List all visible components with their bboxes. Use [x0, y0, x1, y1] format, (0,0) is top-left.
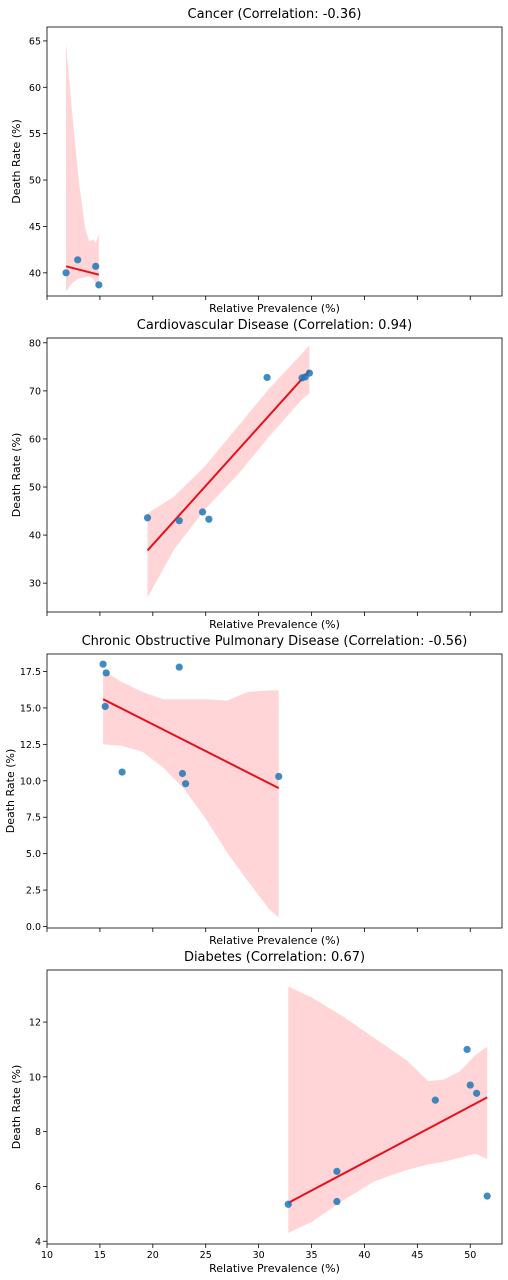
- regression-line: [146, 370, 311, 552]
- y-tick-label: 40: [29, 268, 41, 279]
- plot-frame: [46, 653, 503, 929]
- y-tick-label: 40: [29, 531, 41, 542]
- data-point: [275, 772, 283, 781]
- data-point: [198, 508, 207, 516]
- y-axis-label: Death Rate (%): [4, 749, 17, 834]
- y-tick-label: 80: [29, 338, 41, 349]
- y-tick-label: 45: [29, 222, 41, 233]
- y-tick-label: 7.5: [26, 813, 41, 824]
- confidence-band: [288, 986, 488, 1233]
- y-tick-label: 8: [35, 1127, 41, 1138]
- y-tick-label: 6: [35, 1182, 41, 1193]
- x-axis-label: Relative Prevalence (%): [209, 934, 340, 947]
- data-point: [466, 1081, 474, 1089]
- data-point: [333, 1197, 341, 1206]
- y-tick-label: 5.0: [26, 849, 41, 860]
- y-tick-label: 55: [29, 129, 41, 140]
- data-point: [473, 1089, 481, 1097]
- regression-line: [287, 1096, 488, 1204]
- y-tick-label: 12: [29, 1018, 41, 1029]
- data-point: [118, 768, 126, 776]
- data-point: [284, 1200, 292, 1208]
- data-point: [175, 517, 183, 525]
- y-tick-label: 10: [29, 1072, 41, 1083]
- y-tick-label: 50: [29, 483, 41, 494]
- data-point: [95, 281, 103, 289]
- data-point: [178, 769, 187, 778]
- data-point: [62, 269, 70, 277]
- x-tick-label: 50: [464, 1250, 476, 1261]
- confidence-band: [103, 670, 279, 918]
- data-point: [175, 663, 183, 671]
- data-point: [205, 515, 213, 523]
- y-tick-label: 30: [29, 579, 41, 590]
- x-axis-label: Relative Prevalence (%): [209, 618, 340, 631]
- data-point: [102, 669, 110, 677]
- y-tick-label: 15.0: [20, 703, 41, 714]
- y-tick-label: 70: [29, 386, 41, 397]
- x-tick-label: 10: [41, 1250, 53, 1261]
- y-axis-label: Death Rate (%): [10, 433, 23, 518]
- x-tick-label: 25: [200, 1250, 212, 1261]
- y-tick-label: 60: [29, 83, 41, 94]
- chart-title: Cardiovascular Disease (Correlation: 0.9…: [137, 318, 412, 333]
- x-tick-label: 40: [358, 1250, 370, 1261]
- x-tick-label: 15: [94, 1250, 106, 1261]
- y-tick-label: 4: [35, 1237, 41, 1248]
- chart-title: Cancer (Correlation: -0.36): [188, 7, 362, 22]
- data-point: [74, 256, 82, 264]
- y-tick-label: 17.5: [20, 667, 41, 678]
- data-point: [143, 514, 152, 522]
- chart-panel-1: 40 45 50 55 60 65 Cancer (Correlation: -0.36) R…: [10, 7, 503, 315]
- data-point: [263, 373, 271, 382]
- x-tick-label: 45: [411, 1250, 423, 1261]
- chart-title: Chronic Obstructive Pulmonary Disease (C…: [82, 634, 468, 649]
- y-tick-label: 12.5: [20, 740, 41, 751]
- confidence-band: [147, 345, 310, 598]
- data-point: [305, 369, 314, 377]
- y-tick-label: 0.0: [26, 922, 41, 933]
- data-point: [99, 660, 107, 668]
- y-tick-label: 60: [29, 434, 41, 445]
- data-point: [463, 1045, 471, 1054]
- chart-panel-2: 30 40 50 60 70 80 Cardiovascular Disease (Corr…: [10, 318, 503, 631]
- regression-line: [65, 265, 100, 276]
- chart-panel-4: 4 6 8 10 12 10 15 20 25 30 35 40 45 50 Diabetes (Corre…: [10, 950, 503, 1275]
- y-tick-label: 50: [29, 176, 41, 187]
- regression-line: [102, 698, 280, 789]
- y-tick-label: 10.0: [20, 776, 41, 787]
- data-point: [333, 1167, 341, 1175]
- data-point: [92, 262, 100, 270]
- y-tick-label: 65: [29, 36, 41, 47]
- plot-frame: [46, 337, 503, 613]
- chart-title: Diabetes (Correlation: 0.67): [184, 950, 365, 965]
- data-point: [182, 780, 190, 788]
- plot-frame: [46, 969, 503, 1245]
- x-axis-label: Relative Prevalence (%): [209, 302, 340, 315]
- x-tick-label: 30: [253, 1250, 265, 1261]
- x-tick-label: 20: [147, 1250, 159, 1261]
- x-tick-label: 35: [305, 1250, 317, 1261]
- plot-frame: [46, 26, 503, 297]
- y-axis-label: Death Rate (%): [10, 119, 23, 204]
- y-tick-label: 2.5: [26, 886, 41, 897]
- data-point: [483, 1192, 491, 1200]
- y-axis-label: Death Rate (%): [10, 1065, 23, 1150]
- data-point: [431, 1096, 439, 1104]
- chart-panel-3: 0.0 2.5 5.0 7.5 10.0 12.5 15.0 17.5 Chronic Obst…: [4, 634, 503, 947]
- x-axis-label: Relative Prevalence (%): [209, 1262, 340, 1275]
- data-point: [101, 702, 109, 711]
- confidence-band: [66, 43, 99, 292]
